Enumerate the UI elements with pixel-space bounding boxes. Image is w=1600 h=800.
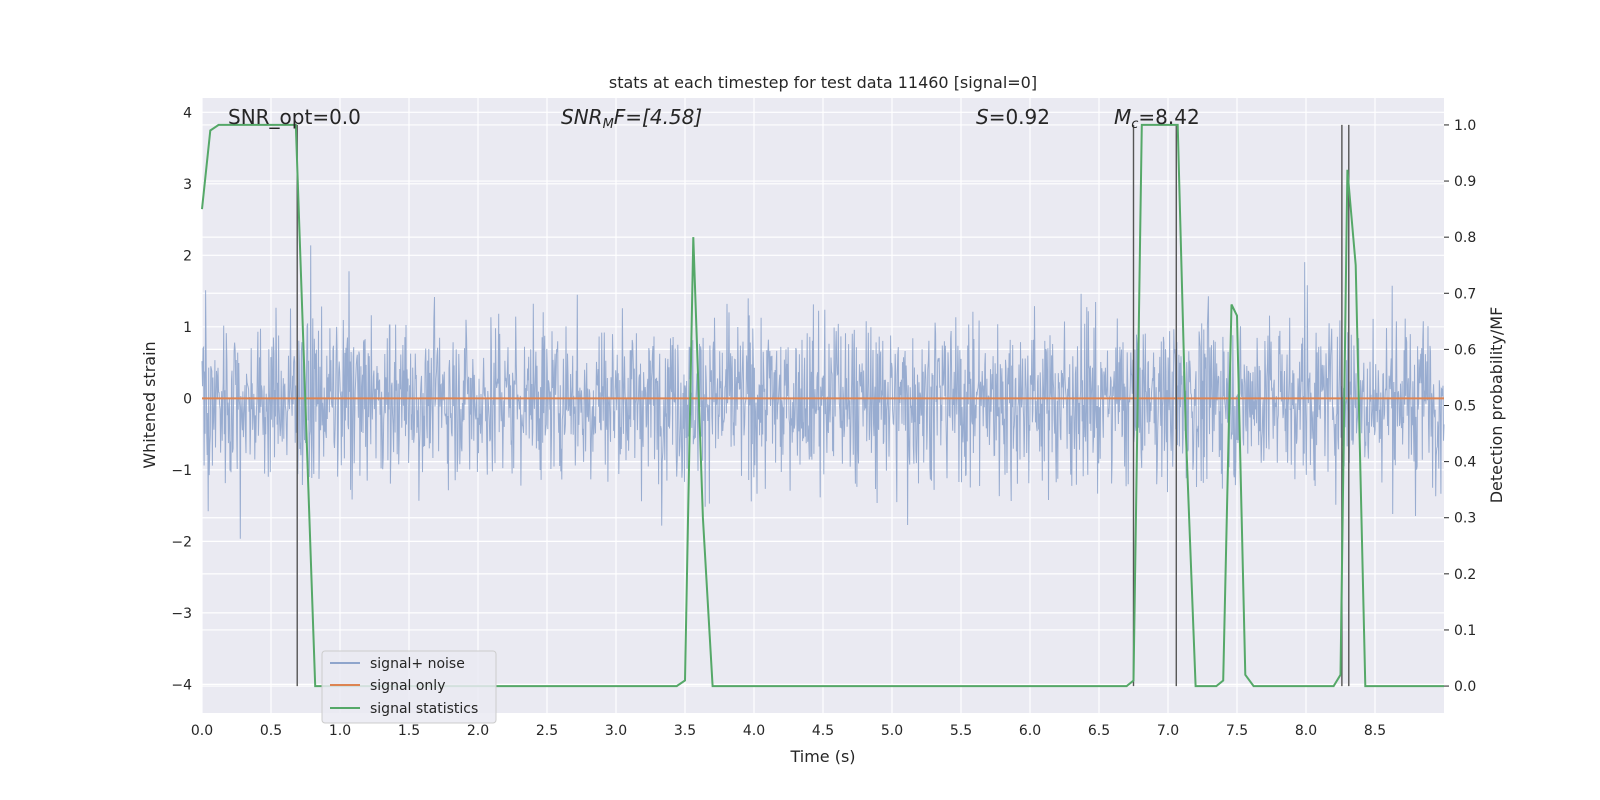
series-line-signal-statistics (201, 123, 1444, 688)
y-axis-right-ticks: 0.0 0.1 0.2 0.3 0.4 0.5 0.6 0.7 0.8 0.9 1.0 (1444, 118, 1476, 695)
legend-label-signal-noise: signal+ noise (370, 656, 465, 672)
legend-label-signal-only: signal only (370, 678, 445, 694)
y-axis-right-label: Detection probability/MF (1487, 307, 1506, 504)
y-right-tick-label: 0.6 (1454, 342, 1476, 358)
annotation-s: S=0.92 (976, 105, 1050, 129)
annotation-s-rest: =0.92 (989, 105, 1050, 129)
x-axis-ticks: 0.0 0.5 1.0 1.5 2.0 2.5 3.0 3.5 4.0 4.5 5.0 5.5 6.0 6… (191, 723, 1386, 739)
series-signal-noise (201, 245, 1445, 539)
annotation-snr-opt: SNR_opt=0.0 (228, 105, 361, 129)
annotation-mc-main: M (1114, 105, 1131, 129)
series-signal-statistics (201, 123, 1444, 688)
legend-box (321, 650, 497, 724)
y-axis-label: Whitened strain (140, 341, 159, 468)
annotation-mc: Mc=8.42 (1114, 105, 1200, 132)
annotation-mc-sub: c (1131, 117, 1138, 132)
legend: signal+ noise signal only signal statist… (321, 650, 497, 724)
x-axis-label: Time (s) (789, 747, 855, 766)
x-tick-label: 5.0 (881, 723, 903, 739)
y-tick-label: 2 (183, 248, 192, 264)
annotation-snr-mf-rest: F=[4.58] (614, 105, 702, 129)
y-right-tick-label: 0.1 (1454, 623, 1476, 639)
x-tick-label: 6.5 (1088, 723, 1110, 739)
y-tick-label: −3 (171, 606, 192, 622)
y-right-tick-label: 0.2 (1454, 567, 1476, 583)
y-right-tick-label: 0.0 (1454, 679, 1476, 695)
x-tick-label: 4.0 (743, 723, 765, 739)
x-tick-label: 2.0 (467, 723, 489, 739)
annotation-s-main: S (976, 105, 989, 129)
x-tick-label: 8.0 (1295, 723, 1317, 739)
x-tick-label: 6.0 (1019, 723, 1041, 739)
x-tick-label: 2.5 (536, 723, 558, 739)
annotation-snr-mf-sub: M (603, 117, 614, 132)
x-tick-label: 3.5 (674, 723, 696, 739)
legend-label-signal-statistics: signal statistics (370, 701, 478, 717)
x-tick-label: 7.0 (1157, 723, 1179, 739)
x-tick-label: 0.5 (260, 723, 282, 739)
x-tick-label: 5.5 (950, 723, 972, 739)
x-tick-label: 8.5 (1364, 723, 1386, 739)
x-tick-label: 1.0 (329, 723, 351, 739)
y-axis-ticks: −4 −3 −2 −1 0 1 2 3 4 (171, 105, 192, 693)
annotation-snr-mf-main: SNR (561, 105, 603, 129)
x-tick-label: 7.5 (1226, 723, 1248, 739)
x-tick-label: 1.5 (398, 723, 420, 739)
y-right-tick-label: 1.0 (1454, 118, 1476, 134)
x-tick-label: 0.0 (191, 723, 213, 739)
y-tick-label: 1 (183, 320, 192, 336)
y-right-tick-label: 0.5 (1454, 399, 1476, 415)
y-tick-label: −1 (171, 463, 192, 479)
y-tick-label: −2 (171, 534, 192, 550)
series-line-signal-noise (201, 245, 1445, 539)
y-right-tick-label: 0.7 (1454, 286, 1476, 302)
y-right-tick-label: 0.8 (1454, 230, 1476, 246)
x-tick-label: 4.5 (812, 723, 834, 739)
y-tick-label: 3 (183, 177, 192, 193)
annotation-snr-mf: SNRMF=[4.58] (561, 105, 702, 132)
annotation-mc-rest: =8.42 (1138, 105, 1199, 129)
y-right-tick-label: 0.3 (1454, 511, 1476, 527)
y-right-tick-label: 0.9 (1454, 174, 1476, 190)
x-tick-label: 3.0 (605, 723, 627, 739)
y-tick-label: 0 (183, 391, 192, 407)
chart-title: stats at each timestep for test data 114… (609, 73, 1037, 92)
y-tick-label: 4 (183, 105, 192, 121)
y-right-tick-label: 0.4 (1454, 455, 1476, 471)
y-tick-label: −4 (171, 677, 192, 693)
